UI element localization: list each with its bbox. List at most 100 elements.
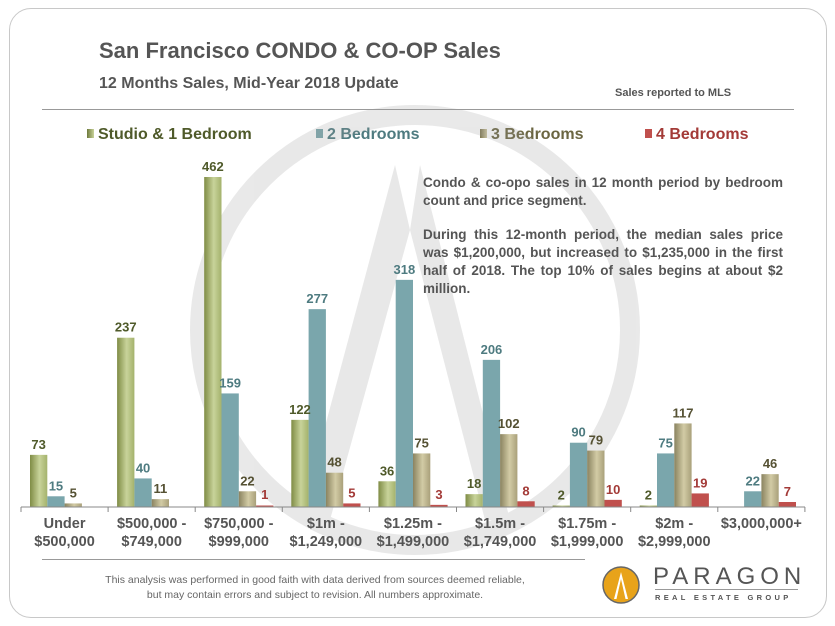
legend-label-studio: Studio & 1 Bedroom xyxy=(98,126,252,143)
x-tick-label: $1.5m -$1,749,000 xyxy=(464,516,537,550)
data-label-two_bed: 159 xyxy=(219,375,241,390)
legend-item-4bed: 4 Bedrooms xyxy=(645,126,748,144)
description-paragraph-2: During this 12-month period, the median … xyxy=(423,227,783,296)
legend-swatch-2bed xyxy=(316,129,323,138)
legend-item-2bed: 2 Bedrooms xyxy=(316,126,419,144)
data-label-three_bed: 48 xyxy=(327,455,341,470)
bar-two_bed xyxy=(657,453,675,507)
data-label-two_bed: 15 xyxy=(49,478,63,493)
data-label-studio: 36 xyxy=(380,463,394,478)
data-label-studio: 18 xyxy=(467,476,481,491)
bar-studio xyxy=(465,494,483,507)
data-label-studio: 237 xyxy=(115,320,137,335)
data-label-four_bed: 10 xyxy=(606,482,620,497)
data-label-studio: 73 xyxy=(31,437,45,452)
bar-two_bed xyxy=(482,359,501,507)
bar-studio xyxy=(291,419,309,507)
bar-four_bed xyxy=(256,505,274,507)
data-label-four_bed: 7 xyxy=(784,484,791,499)
chart-subtitle: 12 Months Sales, Mid-Year 2018 Update xyxy=(99,75,399,92)
bar-three_bed xyxy=(325,472,344,507)
bar-studio xyxy=(117,337,135,507)
x-tick-label: $1m -$1,249,000 xyxy=(290,516,363,550)
bar-three_bed xyxy=(761,474,779,507)
data-label-three_bed: 117 xyxy=(672,405,693,420)
legend-swatch-studio xyxy=(87,129,94,138)
bar-three_bed xyxy=(413,453,431,507)
legend-item-3bed: 3 Bedrooms xyxy=(480,126,583,144)
bar-studio xyxy=(552,505,570,507)
legend-swatch-4bed xyxy=(645,129,652,138)
brand-name: PARAGON xyxy=(653,563,807,590)
data-label-two_bed: 90 xyxy=(571,425,585,440)
description-paragraph-1: Condo & co-opo sales in 12 month period … xyxy=(423,175,783,208)
legend-item-studio: Studio & 1 Bedroom xyxy=(87,126,252,144)
data-label-studio: 122 xyxy=(289,402,311,417)
bar-three_bed xyxy=(587,450,605,507)
x-tick-label: $1.75m -$1,999,000 xyxy=(551,516,624,550)
data-label-three_bed: 75 xyxy=(414,435,428,450)
bar-three_bed xyxy=(674,423,692,507)
bar-four_bed xyxy=(691,493,709,507)
disclaimer: This analysis was performed in good fait… xyxy=(105,574,525,601)
bar-studio xyxy=(378,481,396,507)
bar-three_bed xyxy=(151,499,169,507)
bar-four_bed xyxy=(430,504,448,507)
data-label-two_bed: 40 xyxy=(136,460,150,475)
data-label-two_bed: 318 xyxy=(393,262,415,277)
x-tick-label: Under $500,000 xyxy=(34,516,94,550)
data-label-four_bed: 5 xyxy=(348,485,355,500)
data-label-two_bed: 206 xyxy=(481,342,503,357)
data-label-three_bed: 5 xyxy=(70,485,77,500)
bar-two_bed xyxy=(134,478,152,507)
x-tick-label: $750,000 -$999,000 xyxy=(204,516,274,550)
bar-four_bed xyxy=(343,503,361,507)
data-label-three_bed: 79 xyxy=(589,433,603,448)
bar-four_bed xyxy=(517,501,535,507)
data-label-four_bed: 3 xyxy=(435,487,442,502)
data-label-four_bed: 1 xyxy=(261,487,268,502)
data-label-three_bed: 22 xyxy=(240,473,254,488)
bar-studio xyxy=(639,505,657,507)
bar-three_bed xyxy=(64,503,82,507)
data-label-two_bed: 75 xyxy=(658,435,672,450)
bar-two_bed xyxy=(308,309,326,507)
header-divider xyxy=(42,109,794,110)
bar-two_bed xyxy=(744,491,762,507)
source-note: Sales reported to MLS xyxy=(615,87,732,99)
data-label-four_bed: 8 xyxy=(522,483,529,498)
x-tick-label: $500,000 -$749,000 xyxy=(117,516,187,550)
data-label-studio: 462 xyxy=(202,159,224,174)
x-tick-label: $1.25m -$1,499,000 xyxy=(377,516,450,550)
data-label-studio: 2 xyxy=(645,488,652,503)
data-label-two_bed: 22 xyxy=(746,473,760,488)
bar-studio xyxy=(30,454,48,507)
legend-label-4bed: 4 Bedrooms xyxy=(656,126,749,143)
bar-two_bed xyxy=(569,442,588,507)
brand-divider xyxy=(655,589,798,590)
bar-three_bed xyxy=(500,434,518,507)
data-label-four_bed: 19 xyxy=(693,475,707,490)
legend-label-3bed: 3 Bedrooms xyxy=(491,126,584,143)
brand-tagline: REAL ESTATE GROUP xyxy=(655,593,792,602)
chart-description: Condo & co-opo sales in 12 month period … xyxy=(423,174,783,314)
bar-two_bed xyxy=(395,279,413,507)
data-label-three_bed: 46 xyxy=(763,456,777,471)
legend-swatch-3bed xyxy=(480,129,487,138)
footer-divider xyxy=(42,559,585,560)
bar-two_bed xyxy=(221,393,239,507)
paragon-logo-icon xyxy=(602,566,640,604)
chart-title: San Francisco CONDO & CO-OP Sales xyxy=(99,38,501,63)
data-label-studio: 2 xyxy=(558,488,565,503)
legend-label-2bed: 2 Bedrooms xyxy=(327,126,420,143)
x-tick-label: $3,000,000+ xyxy=(721,516,802,532)
x-tick-label: $2m -$2,999,000 xyxy=(638,516,711,550)
bar-four_bed xyxy=(778,502,796,507)
bar-studio xyxy=(204,177,222,507)
bar-three_bed xyxy=(238,491,257,507)
data-label-two_bed: 277 xyxy=(306,291,328,306)
bar-four_bed xyxy=(604,499,622,507)
data-label-three_bed: 102 xyxy=(498,416,520,431)
bar-two_bed xyxy=(47,496,65,507)
